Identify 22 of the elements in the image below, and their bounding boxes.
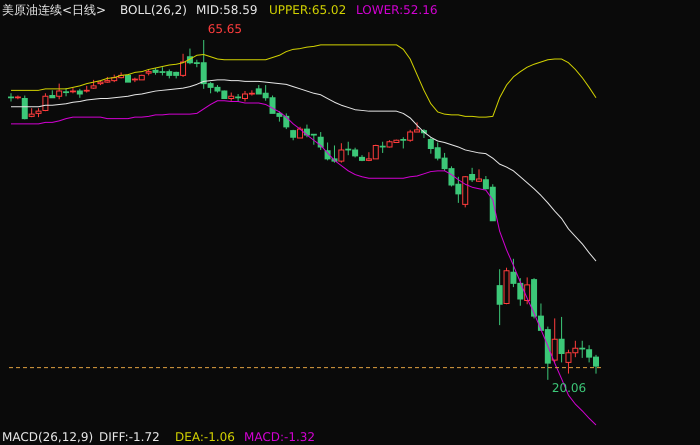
candlestick <box>180 53 186 78</box>
candlestick <box>400 136 406 149</box>
text: DEA:-1.06 <box>175 430 235 444</box>
candlestick <box>496 268 503 326</box>
candlestick <box>22 95 28 120</box>
text: UPPER:65.02 <box>269 3 346 17</box>
candlestick <box>56 83 62 100</box>
candlestick <box>297 126 304 139</box>
text: 65.65 <box>208 22 242 36</box>
text: MID:58.59 <box>196 3 258 17</box>
candlestick <box>558 316 565 363</box>
candlestick <box>476 168 482 182</box>
candlestick <box>338 142 344 164</box>
candlestick <box>552 318 558 363</box>
candlestick <box>469 167 476 182</box>
text: MACD:-1.32 <box>244 430 316 444</box>
text: LOWER:52.16 <box>356 3 438 17</box>
text: DIFF:-1.72 <box>99 430 160 444</box>
text: MACD(26,12,9) <box>2 430 94 444</box>
chart-title: 美原油连续<日线> <box>2 3 106 17</box>
candlestick <box>380 141 386 154</box>
legend-title: BOLL(26,2) <box>120 3 187 17</box>
